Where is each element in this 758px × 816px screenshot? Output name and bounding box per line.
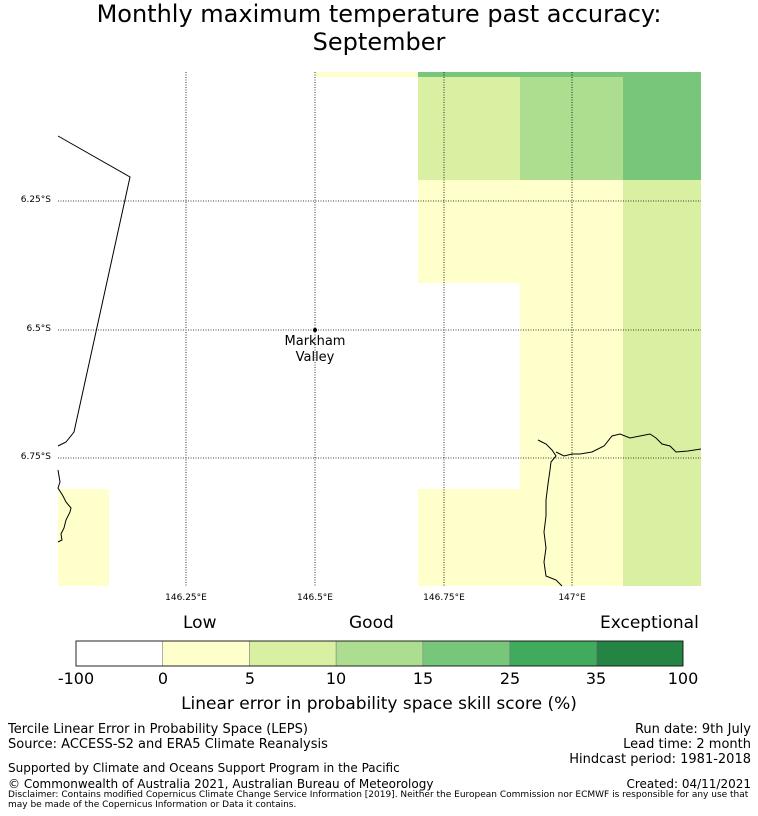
chart-title-line2: September bbox=[312, 28, 446, 56]
run-date: Run date: 9th July bbox=[634, 722, 751, 737]
grid-cell bbox=[623, 180, 701, 283]
colorbar-segment bbox=[75, 640, 164, 667]
colorbar-tick: 25 bbox=[499, 669, 521, 688]
colorbar-tick: 10 bbox=[325, 669, 347, 688]
product-name: Tercile Linear Error in Probability Spac… bbox=[8, 722, 308, 737]
colorbar-segment bbox=[509, 640, 597, 667]
coastline-west bbox=[57, 469, 72, 543]
colorbar-segment bbox=[595, 640, 684, 667]
data-source: Source: ACCESS-S2 and ERA5 Climate Reana… bbox=[8, 737, 328, 752]
place-name-line2: Valley bbox=[295, 350, 335, 365]
category-exceptional: Exceptional bbox=[600, 613, 699, 633]
coastline-gulf bbox=[555, 433, 702, 457]
grid-cell bbox=[315, 72, 418, 77]
hindcast-period: Hindcast period: 1981-2018 bbox=[569, 752, 751, 767]
colorbar bbox=[75, 640, 684, 667]
grid-cell bbox=[418, 489, 520, 586]
colorbar-tick: -100 bbox=[57, 669, 95, 688]
colorbar-tick: 100 bbox=[667, 669, 699, 688]
grid-cell bbox=[520, 72, 623, 77]
grid-cell bbox=[418, 77, 520, 180]
lon-label-146-25: 146.25°E bbox=[165, 593, 207, 603]
place-marker bbox=[313, 328, 317, 332]
category-good: Good bbox=[349, 613, 394, 633]
disclaimer: Disclaimer: Contains modified Copernicus… bbox=[8, 790, 749, 810]
grid-cell bbox=[520, 77, 623, 180]
grid-cell bbox=[520, 180, 623, 283]
colorbar-segment bbox=[162, 640, 250, 667]
category-low: Low bbox=[183, 613, 217, 633]
grid-cell bbox=[623, 283, 701, 489]
colorbar-segment bbox=[335, 640, 424, 667]
grid-cell bbox=[520, 489, 623, 586]
coastlines bbox=[57, 135, 702, 587]
place-name-line1: Markham bbox=[284, 334, 346, 349]
grid-cell bbox=[623, 489, 701, 586]
grid-cell bbox=[623, 72, 701, 180]
colorbar-segment bbox=[249, 640, 337, 667]
colorbar-frame bbox=[75, 640, 684, 667]
created-date: Created: 04/11/2021 bbox=[626, 777, 751, 791]
lon-label-146-75: 146.75°E bbox=[423, 593, 465, 603]
lat-label-6-75: 6.75°S bbox=[20, 452, 51, 462]
lat-label-6-5: 6.5°S bbox=[26, 324, 51, 334]
colorbar-tick: 35 bbox=[585, 669, 607, 688]
colorbar-title: Linear error in probability space skill … bbox=[181, 694, 577, 714]
lon-label-147: 147°E bbox=[558, 593, 586, 603]
colorbar-tick: 15 bbox=[412, 669, 434, 688]
lon-label-146-5: 146.5°E bbox=[297, 593, 333, 603]
skill-grid-cells bbox=[58, 72, 701, 586]
colorbar-tick: 5 bbox=[244, 669, 256, 688]
place-label: Markham Valley bbox=[265, 334, 365, 366]
chart-title-line1: Monthly maximum temperature past accurac… bbox=[96, 0, 662, 28]
border-line-west bbox=[57, 135, 131, 447]
copyright: © Commonwealth of Australia 2021, Austra… bbox=[8, 777, 434, 791]
grid-cell bbox=[58, 489, 109, 586]
coastline-east bbox=[537, 439, 563, 587]
grid-cell bbox=[418, 180, 520, 283]
grid-cell bbox=[418, 72, 520, 77]
colorbar-segment bbox=[422, 640, 510, 667]
gridlines bbox=[58, 72, 701, 586]
colorbar-tick: 0 bbox=[157, 669, 169, 688]
lat-label-6-25: 6.25°S bbox=[20, 195, 51, 205]
lead-time: Lead time: 2 month bbox=[623, 737, 751, 752]
grid-cell bbox=[520, 283, 623, 489]
support-note: Supported by Climate and Oceans Support … bbox=[8, 761, 400, 775]
